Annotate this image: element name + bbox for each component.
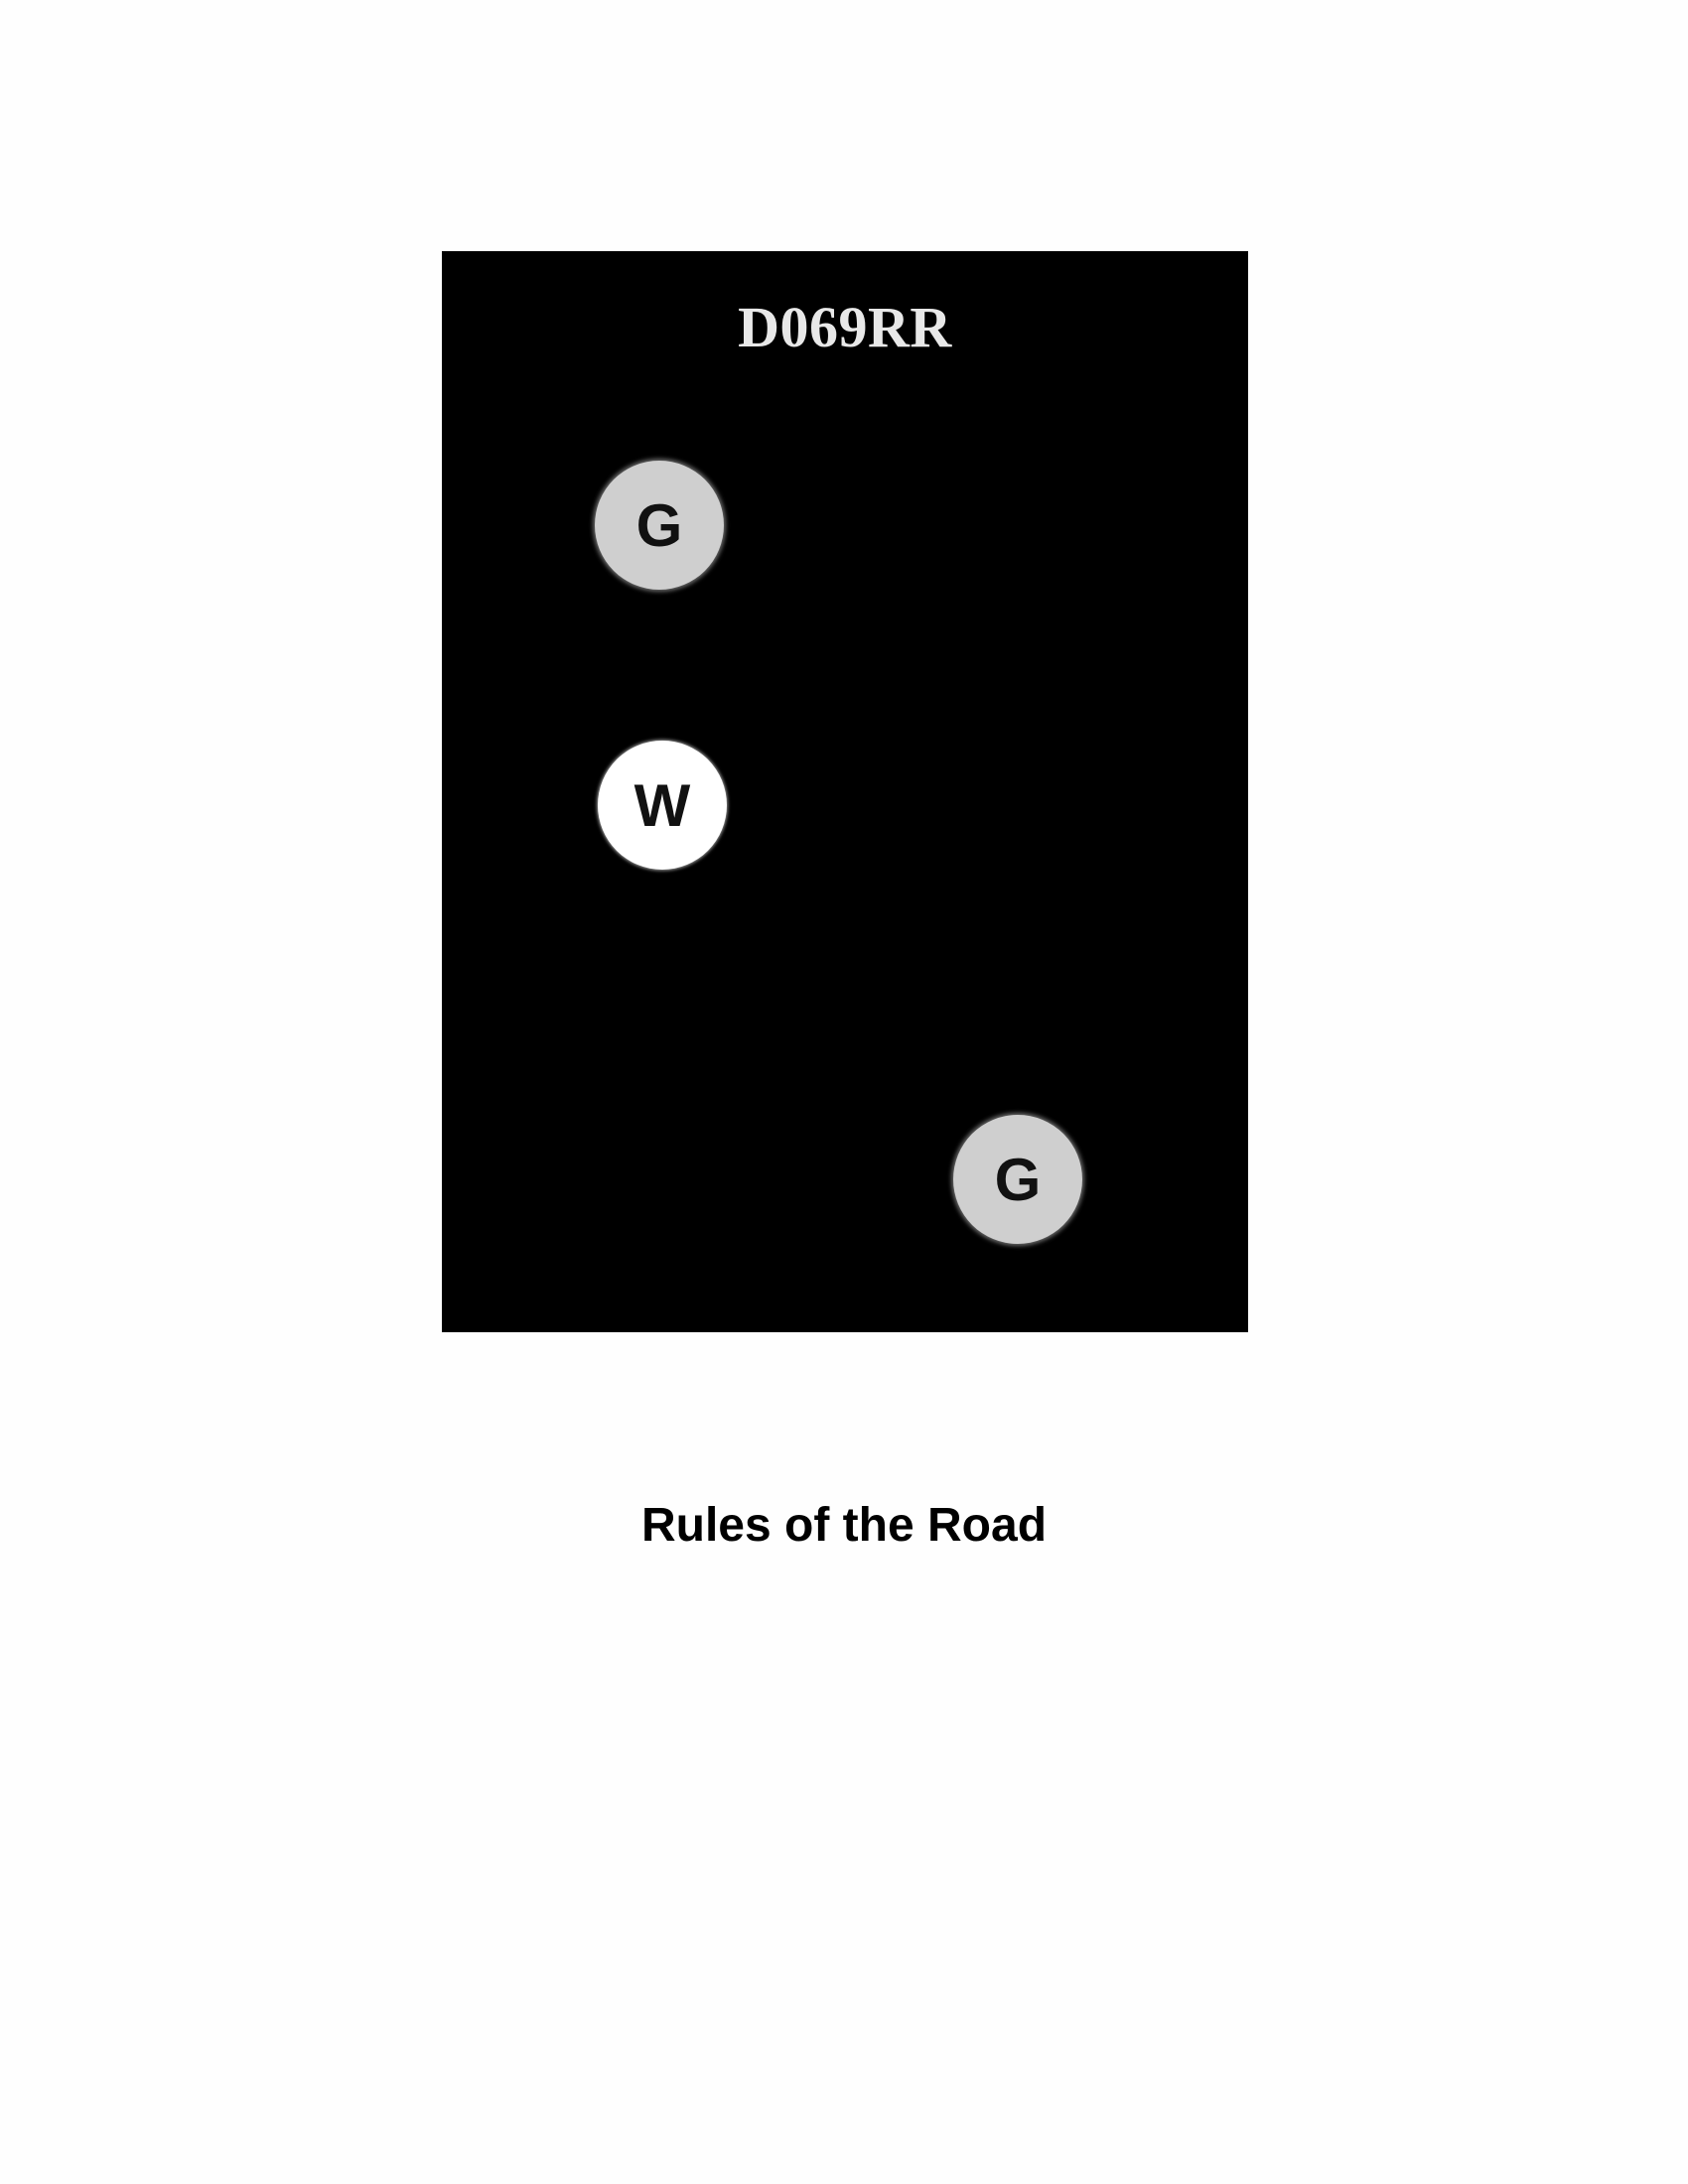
- page-title: Rules of the Road: [640, 1499, 1048, 1552]
- green-light-upper: G: [595, 461, 724, 590]
- light-letter: G: [994, 1146, 1042, 1213]
- light-letter: W: [633, 771, 691, 839]
- green-light-lower: G: [953, 1115, 1082, 1244]
- lights-diagram: D069RR G W G: [442, 251, 1248, 1332]
- diagram-code: D069RR: [738, 295, 952, 359]
- white-light: W: [598, 741, 727, 870]
- light-letter: G: [635, 491, 683, 559]
